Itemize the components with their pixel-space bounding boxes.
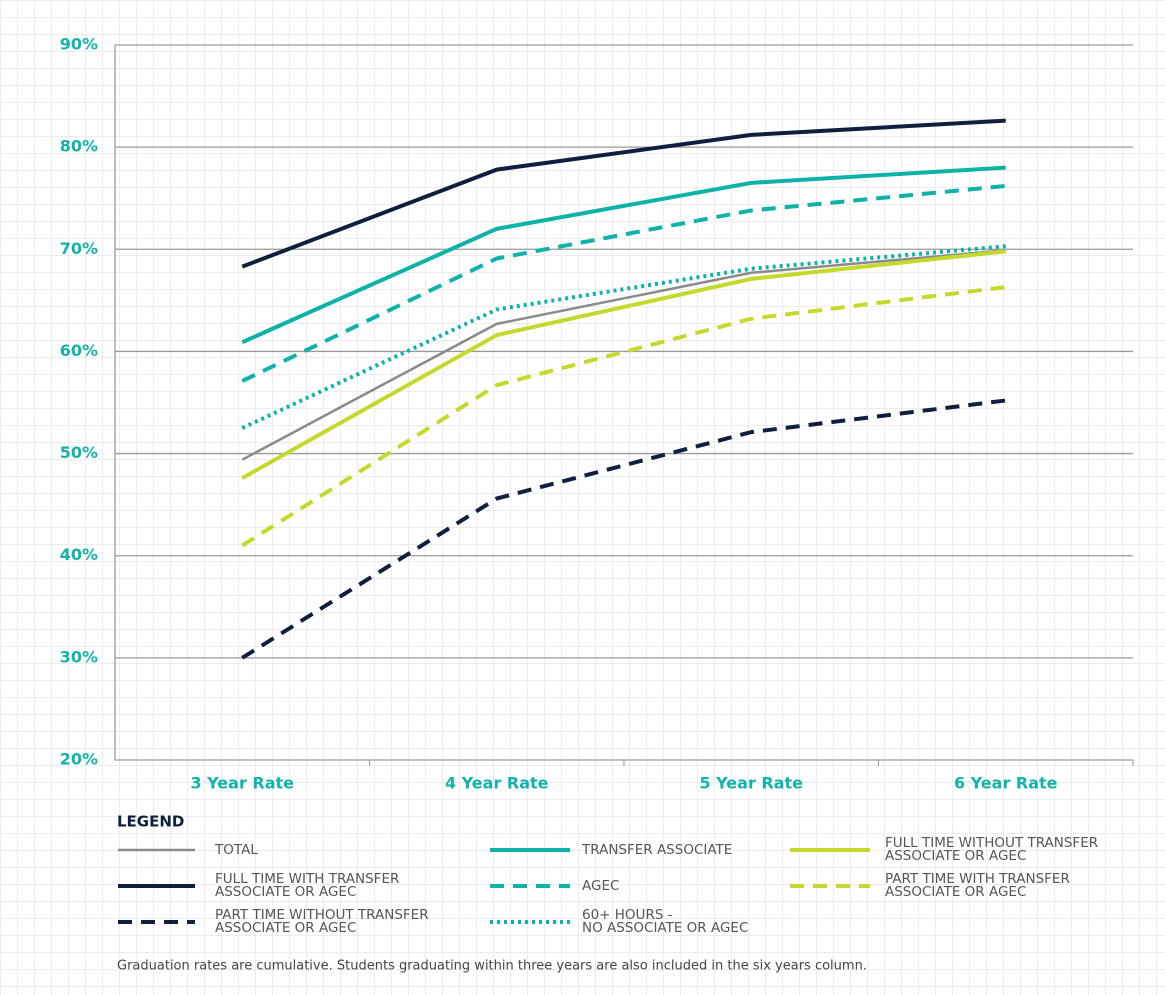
legend-title: LEGEND <box>117 813 184 831</box>
series-line <box>241 244 1006 430</box>
legend-label: TOTAL <box>214 842 258 858</box>
y-tick-label: 70% <box>60 239 98 258</box>
legend-label: AGEC <box>582 878 619 894</box>
footnote: Graduation rates are cumulative. Student… <box>117 959 867 974</box>
y-tick-label: 90% <box>60 35 98 54</box>
y-tick-label: 50% <box>60 443 98 462</box>
x-tick-label: 5 Year Rate <box>699 774 803 793</box>
x-tick-label: 4 Year Rate <box>445 774 549 793</box>
legend-label: FULL TIME WITH TRANSFER ASSOCIATE OR AGEC <box>215 871 399 900</box>
y-tick-label: 20% <box>60 750 98 769</box>
x-tick-label: 6 Year Rate <box>954 774 1058 793</box>
legend-label: PART TIME WITH TRANSFER ASSOCIATE OR AGEC <box>885 871 1070 900</box>
series-line <box>241 249 1006 461</box>
series-line <box>241 249 1006 480</box>
legend-label: TRANSFER ASSOCIATE <box>581 842 732 858</box>
x-tick-label: 3 Year Rate <box>190 774 294 793</box>
legend-label: PART TIME WITHOUT TRANSFER ASSOCIATE OR A… <box>215 907 429 936</box>
y-tick-label: 40% <box>60 545 98 564</box>
series-line <box>241 165 1006 345</box>
series-line <box>241 398 1006 660</box>
legend-label: FULL TIME WITHOUT TRANSFER ASSOCIATE OR A… <box>885 835 1098 864</box>
y-tick-label: 80% <box>60 137 98 156</box>
y-tick-label: 30% <box>60 647 98 666</box>
series-line <box>241 118 1006 269</box>
series-line <box>241 183 1006 383</box>
y-tick-label: 60% <box>60 341 98 360</box>
legend-label: 60+ HOURS -NO ASSOCIATE OR AGEC <box>582 907 748 936</box>
series-line <box>241 285 1006 548</box>
